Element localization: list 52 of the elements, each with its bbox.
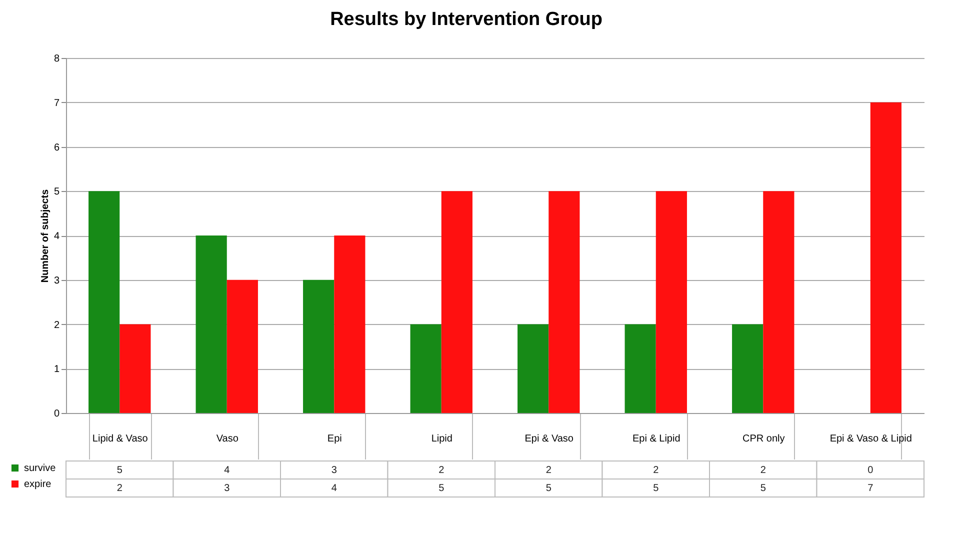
- data-label: 5: [438, 483, 445, 494]
- x-tick-label: Lipid: [431, 434, 452, 444]
- data-label: 2: [116, 483, 123, 494]
- bar: [732, 324, 764, 413]
- bar: [334, 236, 366, 413]
- bar: [120, 324, 151, 413]
- data-label: 5: [653, 483, 660, 494]
- data-label: 4: [331, 483, 338, 494]
- y-tick-label: 8: [54, 54, 60, 64]
- bar: [870, 102, 902, 413]
- legend-label: expire: [24, 479, 52, 490]
- x-tick-label: Epi: [327, 434, 342, 444]
- x-tick-label: Lipid & Vaso: [92, 434, 148, 444]
- data-label: 5: [760, 483, 766, 494]
- bar: [518, 324, 549, 413]
- data-label: 7: [868, 483, 874, 494]
- y-tick-label: 5: [54, 186, 60, 198]
- data-label: 3: [224, 483, 230, 494]
- bar: [303, 280, 334, 413]
- x-tick-label: Epi & Vaso & Lipid: [830, 434, 912, 444]
- y-tick-label: 0: [54, 408, 60, 420]
- y-tick-label: 6: [54, 142, 60, 154]
- bar: [88, 191, 120, 413]
- y-axis-title: Number of subjects: [40, 188, 51, 283]
- bar: [763, 191, 794, 413]
- bar: [624, 324, 656, 413]
- bar: [441, 191, 472, 413]
- data-label: 4: [224, 465, 230, 476]
- data-label: 2: [653, 465, 660, 476]
- x-tick-label: Epi & Lipid: [632, 434, 680, 444]
- bar: [656, 191, 687, 413]
- x-tick-label: Vaso: [216, 434, 239, 444]
- y-tick-label: 2: [54, 320, 60, 331]
- y-tick-label: 1: [54, 364, 60, 376]
- data-label: 3: [331, 465, 338, 476]
- y-tick-label: 4: [54, 231, 60, 242]
- data-label: 5: [116, 465, 123, 476]
- data-label: 2: [546, 465, 552, 476]
- bar: [410, 324, 442, 413]
- bar: [226, 280, 258, 413]
- x-tick-label: Epi & Vaso: [524, 434, 574, 444]
- y-tick-label: 3: [54, 275, 60, 286]
- data-label: 2: [760, 465, 766, 476]
- y-tick-label: 7: [54, 98, 60, 109]
- legend-label: survive: [24, 463, 56, 474]
- chart-title: Results by Intervention Group: [330, 9, 602, 30]
- x-tick-label: CPR only: [742, 434, 785, 444]
- bar: [548, 191, 580, 413]
- data-label: 0: [868, 465, 874, 476]
- bar: [196, 236, 227, 413]
- data-label: 2: [438, 465, 445, 476]
- data-label: 5: [546, 483, 552, 494]
